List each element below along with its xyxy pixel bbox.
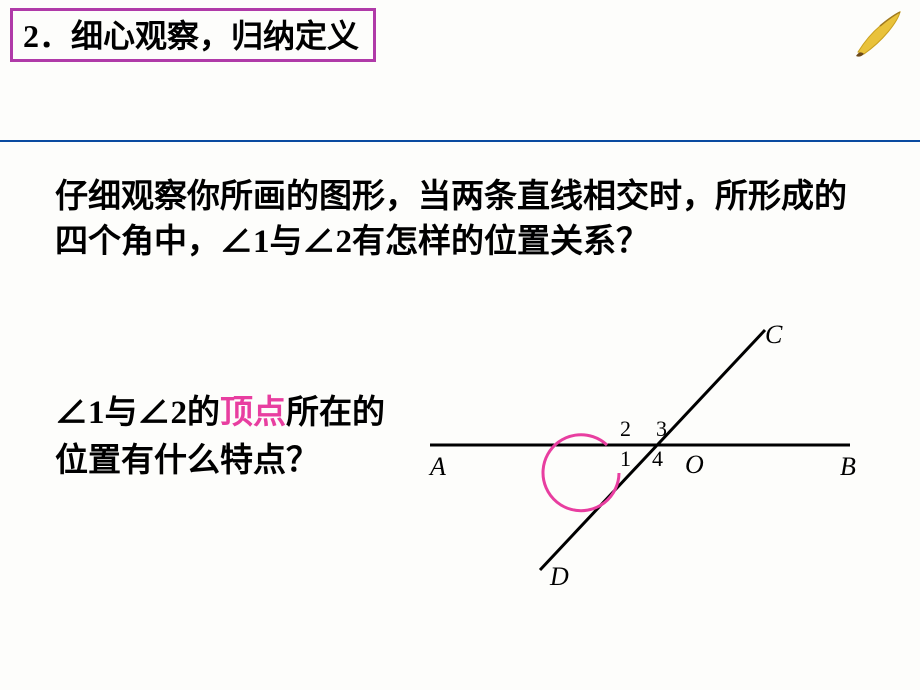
- angle-num-3: 3: [656, 416, 667, 442]
- section-header-text: 2．细心观察，归纳定义: [23, 17, 359, 55]
- question1-text: 仔细观察你所画的图形，当两条直线相交时，所形成的四个角中，∠1与∠2有怎样的位置…: [55, 175, 875, 264]
- q2-pre: ∠1与∠2的: [55, 395, 220, 431]
- section-header-box: 2．细心观察，归纳定义: [10, 8, 376, 62]
- q2-highlight: 顶点: [220, 395, 286, 431]
- angle-num-2: 2: [620, 416, 631, 442]
- horizontal-divider: [0, 140, 920, 142]
- label-C: C: [765, 320, 782, 350]
- label-B: B: [840, 452, 856, 482]
- intersecting-lines-diagram: A B C D O 1 2 3 4: [420, 320, 890, 600]
- angle-num-4: 4: [652, 446, 663, 472]
- label-D: D: [550, 562, 569, 592]
- brush-icon: [850, 6, 906, 62]
- label-O: O: [685, 450, 704, 480]
- question2-text: ∠1与∠2的顶点所在的位置有什么特点？: [55, 390, 415, 486]
- label-A: A: [430, 452, 446, 482]
- angle-num-1: 1: [620, 446, 631, 472]
